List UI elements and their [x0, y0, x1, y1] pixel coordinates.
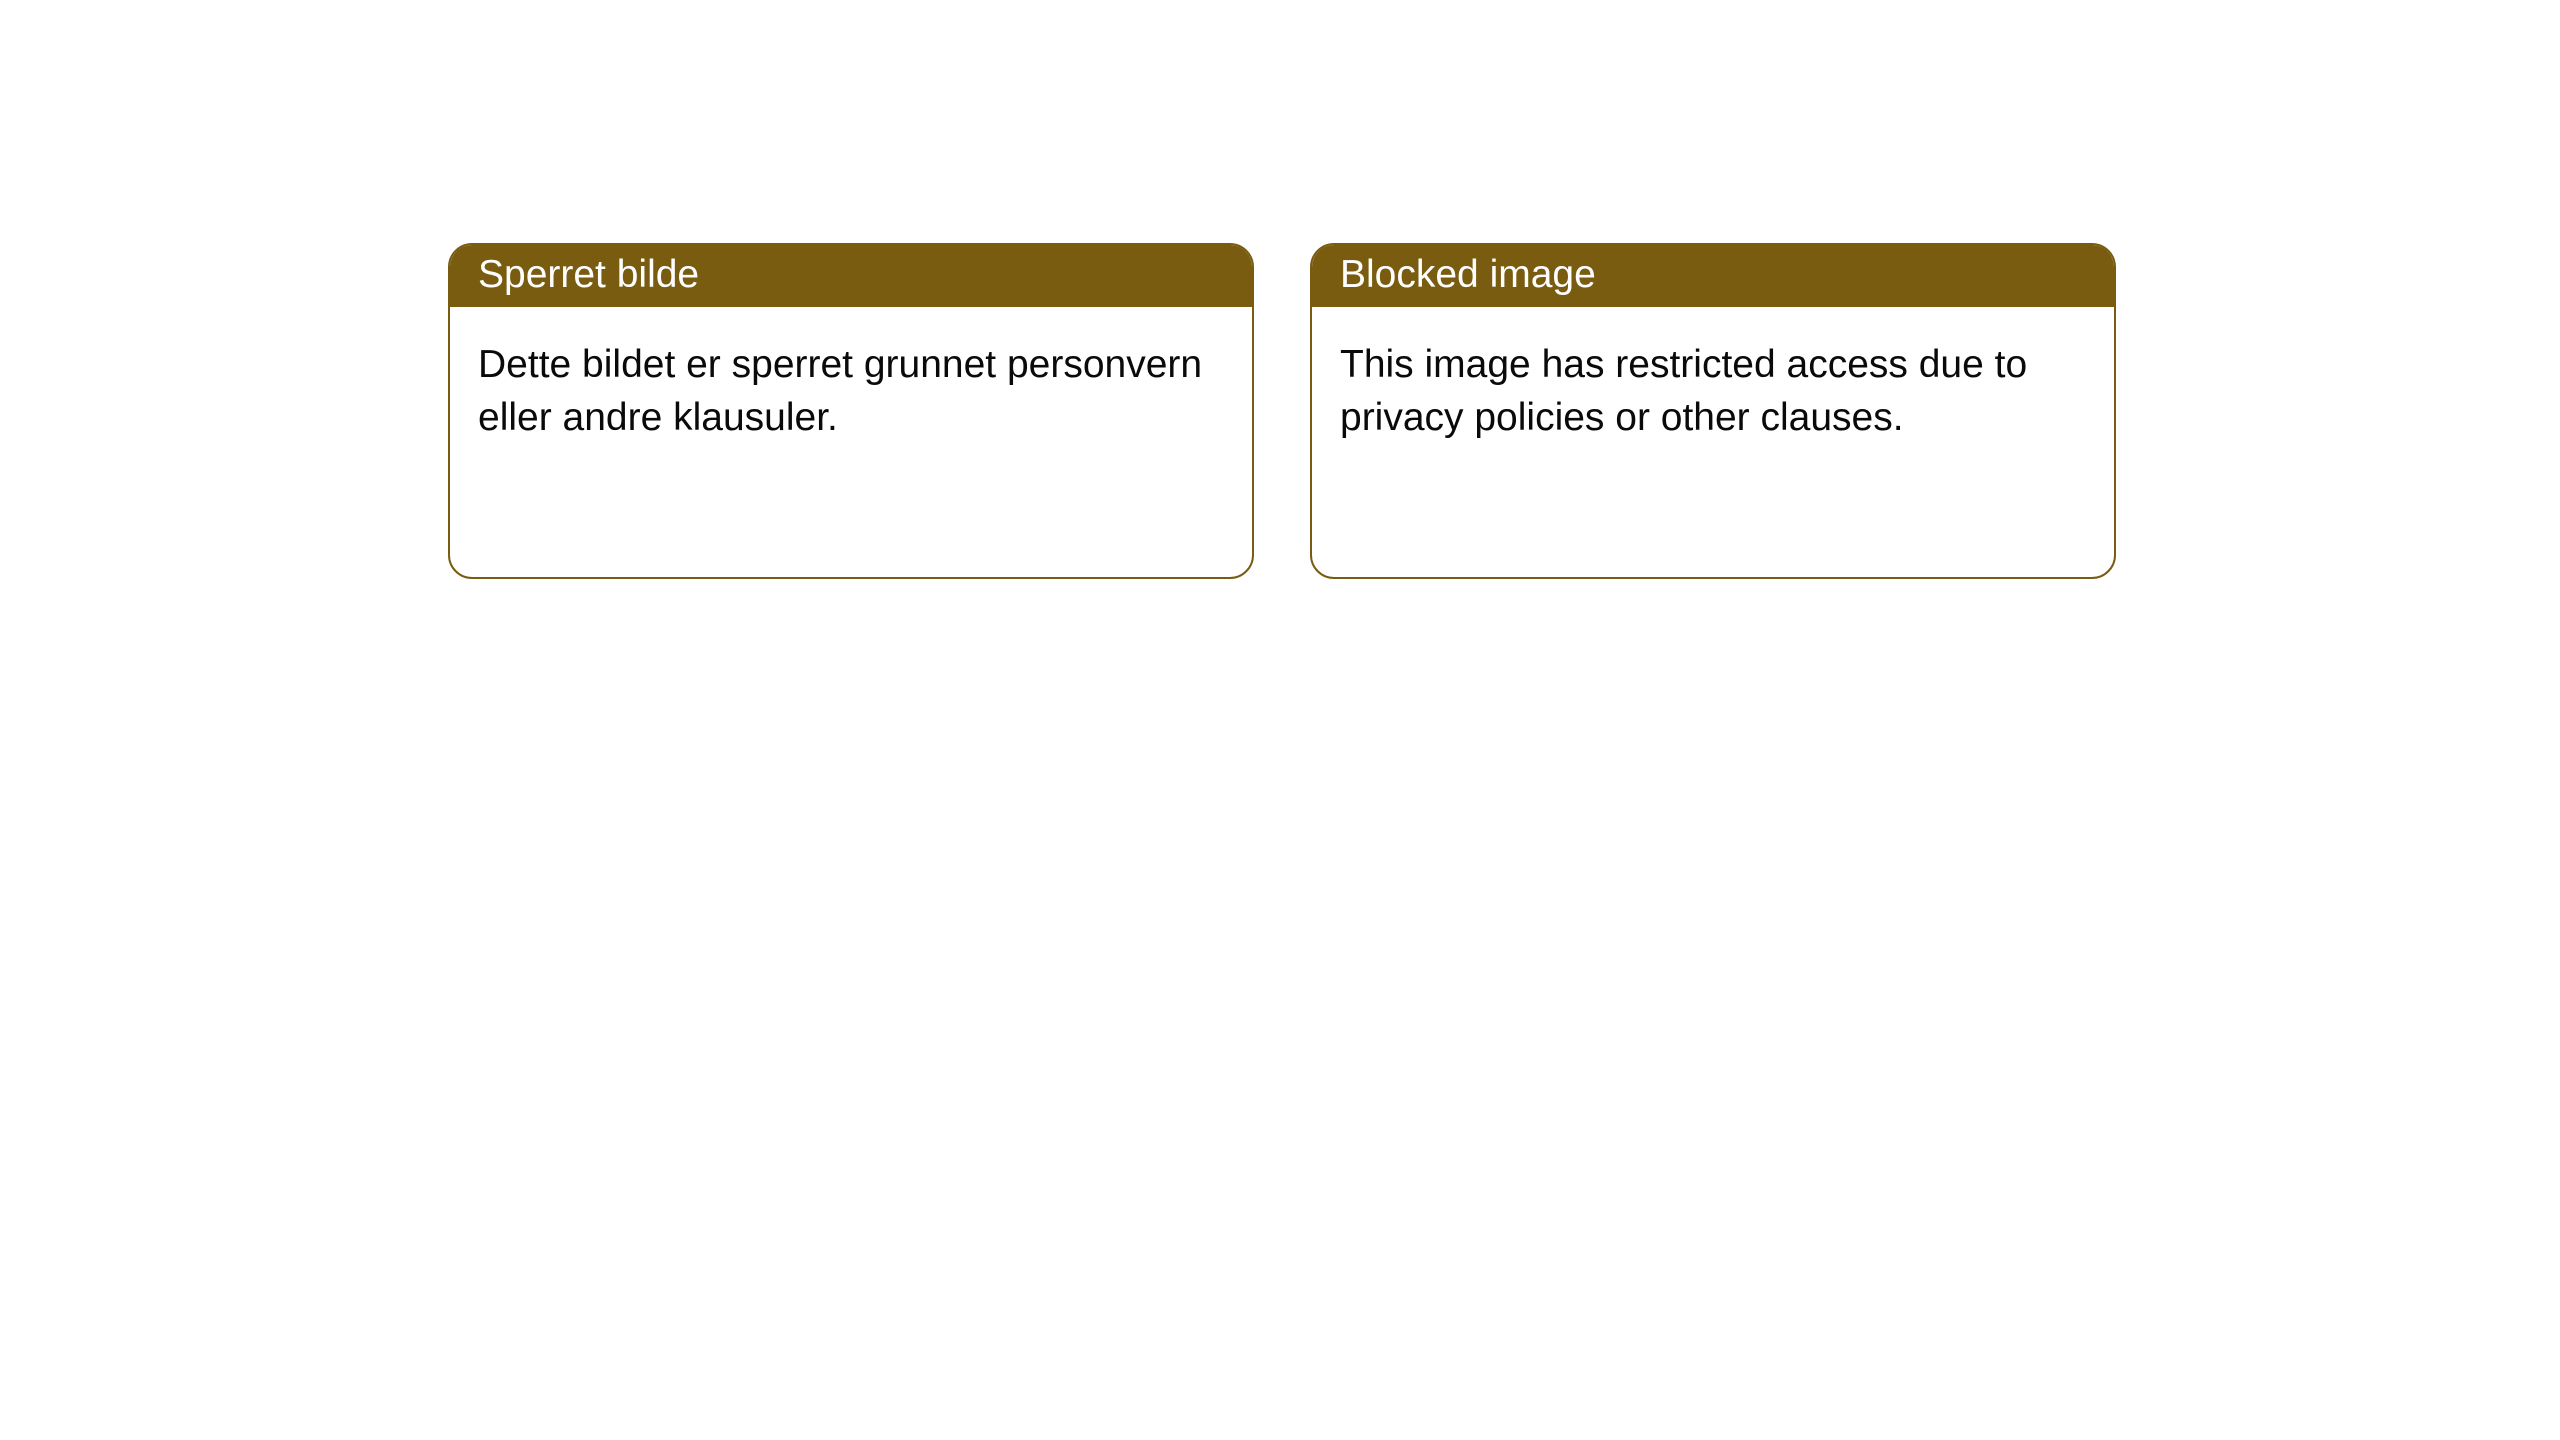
card-title: Sperret bilde	[478, 253, 699, 296]
card-title: Blocked image	[1340, 253, 1596, 296]
card-header: Blocked image	[1312, 245, 2114, 307]
card-norwegian: Sperret bilde Dette bildet er sperret gr…	[448, 243, 1254, 579]
card-body: Dette bildet er sperret grunnet personve…	[450, 307, 1252, 476]
cards-container: Sperret bilde Dette bildet er sperret gr…	[448, 243, 2560, 579]
card-english: Blocked image This image has restricted …	[1310, 243, 2116, 579]
card-body-text: Dette bildet er sperret grunnet personve…	[478, 343, 1202, 439]
card-body-text: This image has restricted access due to …	[1340, 343, 2027, 439]
card-body: This image has restricted access due to …	[1312, 307, 2114, 476]
card-header: Sperret bilde	[450, 245, 1252, 307]
